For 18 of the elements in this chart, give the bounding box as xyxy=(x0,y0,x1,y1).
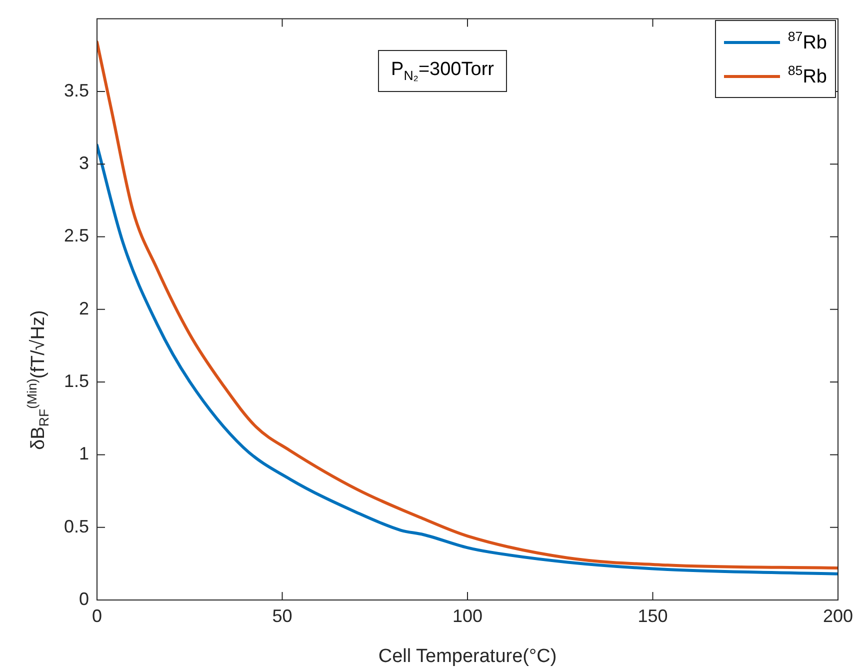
x-axis-title: Cell Temperature(°C) xyxy=(378,646,557,667)
x-tick-label: 100 xyxy=(452,606,483,626)
line-series xyxy=(97,144,838,576)
y-tick-label: 3 xyxy=(78,153,89,174)
x-tick-label: 200 xyxy=(822,606,854,626)
y-tick-label: 2 xyxy=(78,298,89,318)
y-tick-label: 0 xyxy=(78,588,89,609)
x-tick-label: 50 xyxy=(272,606,292,626)
x-tick-label: 150 xyxy=(638,606,668,626)
y-tick-label: 3.5 xyxy=(64,80,89,100)
y-tick-label: 2.5 xyxy=(64,226,89,246)
legend-label: $^{87}$Rb xyxy=(788,29,827,55)
y-tick-label: 0.5 xyxy=(64,516,89,536)
annotation: P$_{N₂}$=300Torr xyxy=(378,50,507,92)
y-tick-label: 1.5 xyxy=(64,371,89,392)
x-tick-label: 0 xyxy=(92,606,102,626)
legend-label: $^{85}$Rb xyxy=(788,63,827,89)
y-tick-label: 1 xyxy=(78,444,89,464)
